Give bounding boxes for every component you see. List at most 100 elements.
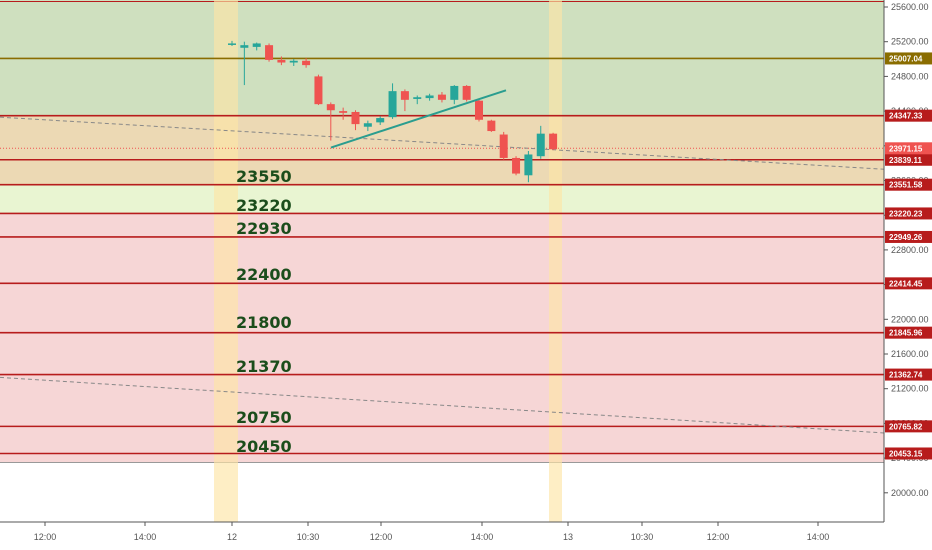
candle-body [252, 43, 261, 47]
candle-3[interactable] [265, 43, 274, 62]
candle-body [536, 133, 545, 157]
session-highlight-1 [549, 0, 562, 522]
candle-9[interactable] [339, 107, 348, 120]
level-badge-0[interactable]: 25007.04 [885, 52, 932, 65]
level-badge-7[interactable]: 21845.96 [885, 326, 932, 339]
level-lines [0, 57, 884, 455]
level-badge-bg [885, 142, 932, 155]
candle-10[interactable] [351, 110, 360, 131]
y-tick-label: 25600.00 [891, 2, 929, 12]
candle-7[interactable] [314, 74, 323, 106]
candle-body [376, 118, 385, 123]
candle-14[interactable] [400, 89, 409, 112]
candle-body [400, 91, 409, 100]
level-badge-bg [885, 153, 932, 166]
candle-22[interactable] [499, 131, 508, 160]
candle-21[interactable] [487, 119, 496, 132]
candle-26[interactable] [549, 132, 558, 151]
level-badge-10[interactable]: 20453.15 [885, 447, 932, 460]
session-highlights [214, 0, 562, 522]
candle-1[interactable] [240, 41, 249, 86]
candle-17[interactable] [437, 92, 446, 103]
candle-body [524, 154, 533, 176]
price-annotations: 23550 23220 22930 22400 21800 21370 20750 20450 [236, 167, 292, 456]
level-badge-label: 23839.11 [889, 156, 922, 165]
candle-25[interactable] [536, 125, 545, 159]
x-tick-label: 14:00 [471, 532, 494, 542]
candle-12[interactable] [376, 116, 385, 125]
level-badge-label: 25007.04 [889, 54, 923, 63]
candle-16[interactable] [425, 93, 434, 101]
candle-23[interactable] [512, 156, 521, 176]
level-badge-bg [885, 326, 932, 339]
candle-8[interactable] [326, 102, 335, 141]
annotation-20750: 20750 [236, 408, 292, 427]
candle-18[interactable] [450, 85, 459, 105]
level-badge-bg [885, 368, 932, 381]
level-badge-5[interactable]: 22949.26 [885, 230, 932, 243]
current-price-badge[interactable]: 23971.15 [885, 142, 932, 155]
y-axis[interactable]: 25600.0025200.0024800.0024400.0024000.00… [883, 0, 932, 522]
level-badge-8[interactable]: 21362.74 [885, 368, 932, 381]
level-badge-label: 22949.26 [889, 233, 923, 242]
level-badge-2[interactable]: 23839.11 [885, 153, 932, 166]
level-badge-label: 24347.33 [889, 112, 923, 121]
y-tick-label: 21200.00 [891, 384, 929, 394]
level-badge-bg [885, 109, 932, 122]
y-tick-label: 25200.00 [891, 37, 929, 47]
candle-body [314, 76, 323, 105]
level-badge-6[interactable]: 22414.45 [885, 277, 932, 290]
level-badge-3[interactable]: 23551.58 [885, 178, 932, 191]
candle-6[interactable] [302, 58, 311, 68]
candle-4[interactable] [277, 56, 286, 66]
candle-body [289, 60, 298, 63]
annotation-21800: 21800 [236, 313, 292, 332]
rising-trend-line[interactable] [330, 89, 507, 149]
level-badge-1[interactable]: 24347.33 [885, 109, 932, 122]
zones [0, 0, 884, 463]
candle-body [512, 157, 521, 174]
candle-5[interactable] [289, 59, 298, 66]
candle-19[interactable] [462, 85, 471, 102]
candle-body [475, 100, 483, 120]
x-axis-background [0, 522, 932, 550]
candle-2[interactable] [252, 42, 261, 51]
y-tick-label: 22800.00 [891, 245, 929, 255]
candle-0[interactable] [228, 40, 236, 47]
candle-body [351, 111, 360, 125]
annotation-21370: 21370 [236, 357, 292, 376]
level-badge-bg [885, 207, 932, 220]
zone-1 [0, 115, 884, 185]
level-badge-label: 23971.15 [889, 144, 923, 153]
dashed-line-1 [0, 376, 885, 434]
y-axis-background [884, 0, 932, 522]
annotation-22400: 22400 [236, 265, 292, 284]
candle-20[interactable] [475, 98, 483, 122]
level-badge-label: 23220.23 [889, 209, 923, 218]
candle-body [462, 85, 471, 100]
level-badge-bg [885, 230, 932, 243]
candle-11[interactable] [363, 120, 372, 132]
candle-body [302, 60, 311, 66]
candle-body [487, 120, 496, 132]
level-badge-9[interactable]: 20765.82 [885, 420, 932, 433]
x-tick-label: 10:30 [297, 532, 320, 542]
zone-2 [0, 184, 884, 214]
level-badge-4[interactable]: 23220.23 [885, 207, 932, 220]
trend-line[interactable] [330, 89, 507, 149]
x-tick-label: 14:00 [807, 532, 830, 542]
candle-13[interactable] [388, 83, 397, 119]
level-badge-label: 20765.82 [889, 422, 923, 431]
level-badge-bg [885, 52, 932, 65]
candle-body [240, 45, 249, 48]
x-axis[interactable]: 12:00 14:00 12 10:30 12:00 14:00 13 10:30 12:00 1… [0, 521, 932, 550]
candle-24[interactable] [524, 151, 533, 183]
y-tick-label: 24800.00 [891, 71, 929, 81]
candles[interactable] [228, 40, 558, 183]
dashed-trend-lines [0, 116, 885, 434]
annotation-23220: 23220 [236, 196, 292, 215]
annotation-22930: 22930 [236, 219, 292, 238]
candle-15[interactable] [413, 95, 422, 105]
session-highlight-0 [214, 0, 238, 522]
